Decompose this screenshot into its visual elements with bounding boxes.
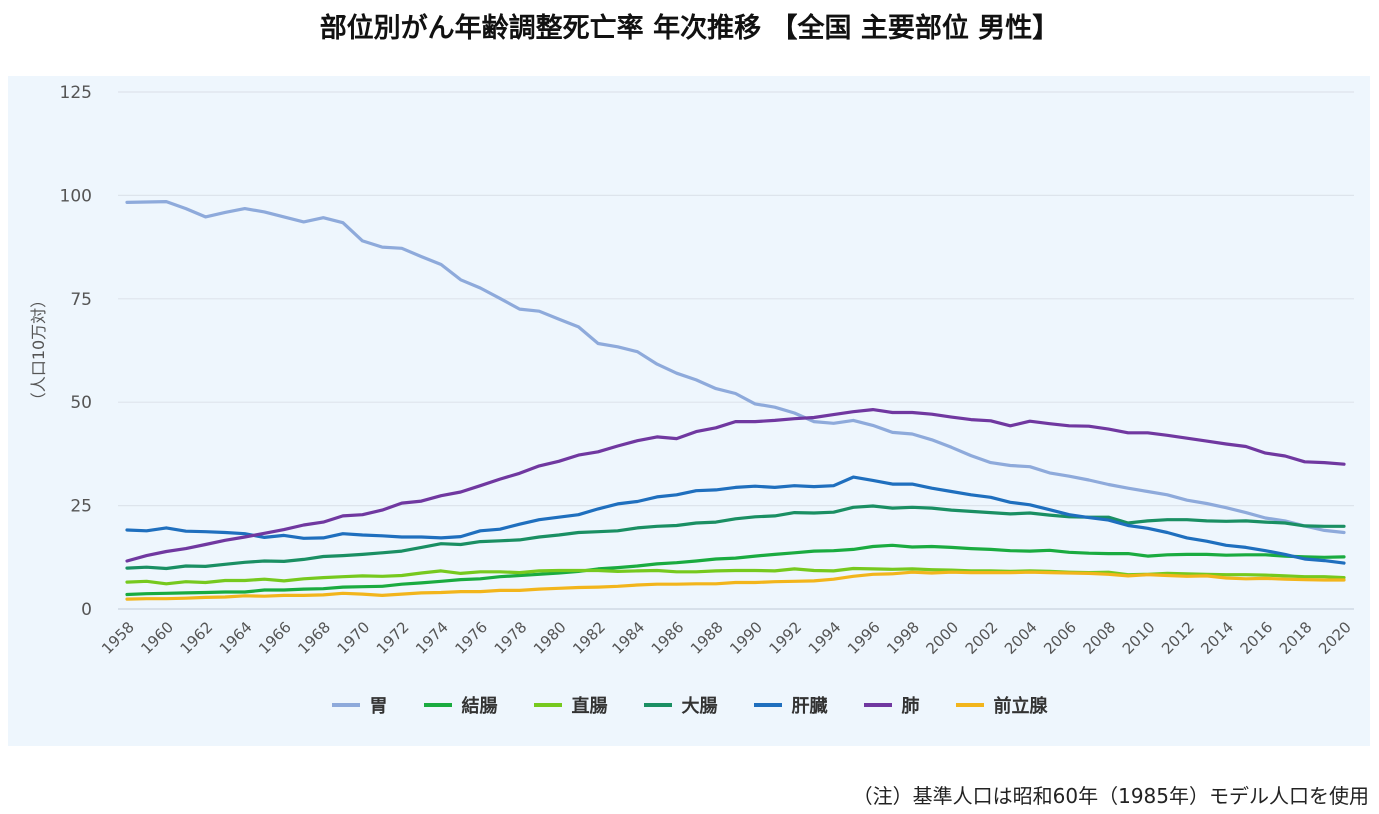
legend-item: 肝臓 <box>753 692 828 718</box>
y-axis-label: （人口10万対） <box>29 291 48 409</box>
x-tick-label: 2002 <box>962 618 1002 658</box>
x-tick-label: 1994 <box>805 618 845 658</box>
legend-swatch <box>955 703 984 707</box>
x-tick-label: 1980 <box>530 618 570 658</box>
x-tick-label: 2014 <box>1197 618 1237 658</box>
legend-item: 前立腺 <box>955 692 1048 718</box>
legend-label: 結腸 <box>461 696 498 717</box>
legend-item: 結腸 <box>423 692 498 718</box>
legend-item: 大腸 <box>643 692 718 718</box>
x-tick-label: 1970 <box>334 618 374 658</box>
legend-item: 胃 <box>331 692 388 718</box>
legend-swatch <box>753 703 782 707</box>
legend: 胃 結腸 直腸 大腸 肝臓 肺 前立腺 <box>0 692 1379 718</box>
x-tick-label: 1990 <box>726 618 766 658</box>
legend-label: 直腸 <box>571 696 608 717</box>
x-tick-label: 1982 <box>569 618 609 658</box>
legend-item: 肺 <box>863 692 920 718</box>
legend-swatch <box>863 703 892 707</box>
gridlines <box>118 91 1354 610</box>
x-tick-label: 1962 <box>177 618 217 658</box>
x-tick-label: 1960 <box>137 618 177 658</box>
page-title: 部位別がん年齢調整死亡率 年次推移 【全国 主要部位 男性】 <box>319 13 1060 44</box>
series-line-肝臓 <box>125 475 1346 565</box>
legend-label: 肝臓 <box>791 696 828 717</box>
x-tick-label: 1966 <box>255 618 295 658</box>
y-tick-labels: 0 25 50 75 100 125 <box>60 83 92 620</box>
x-tick-label: 2000 <box>923 618 963 658</box>
x-tick-label: 1988 <box>687 618 727 658</box>
legend-label: 肺 <box>901 696 920 717</box>
y-tick-label: 125 <box>60 83 92 103</box>
x-tick-label: 1958 <box>98 618 138 658</box>
x-tick-label: 1978 <box>491 618 531 658</box>
legend-label: 大腸 <box>681 696 718 717</box>
series-line-肺 <box>125 408 1346 563</box>
x-tick-label: 1986 <box>648 618 688 658</box>
y-tick-label: 50 <box>70 393 92 413</box>
x-tick-label: 2016 <box>1237 618 1277 658</box>
x-tick-label: 2006 <box>1040 618 1080 658</box>
legend-label: 前立腺 <box>993 696 1048 717</box>
x-tick-label: 1984 <box>608 618 648 658</box>
y-tick-label: 25 <box>70 497 92 517</box>
footnote: （注）基準人口は昭和60年（1985年）モデル人口を使用 <box>852 784 1369 808</box>
series-line-胃 <box>125 200 1346 535</box>
x-tick-label: 1972 <box>373 618 413 658</box>
x-tick-label: 1996 <box>844 618 884 658</box>
x-tick-label: 2010 <box>1119 618 1159 658</box>
series-line-大腸 <box>125 504 1346 571</box>
x-tick-label: 2020 <box>1315 618 1355 658</box>
legend-item: 直腸 <box>533 692 608 718</box>
x-tick-label: 2008 <box>1080 618 1120 658</box>
x-tick-label: 1974 <box>412 618 452 658</box>
x-tick-label: 1964 <box>216 618 256 658</box>
y-tick-label: 0 <box>81 600 92 620</box>
x-tick-label: 2012 <box>1158 618 1198 658</box>
x-tick-label: 1976 <box>451 618 491 658</box>
x-tick-labels: 1958 1960 1962 1964 1966 1968 1970 1972 1974 1976… <box>98 618 1355 658</box>
y-tick-label: 100 <box>60 186 92 206</box>
x-tick-label: 1968 <box>294 618 334 658</box>
chart-panel <box>8 76 1370 746</box>
series-line-前立腺 <box>125 570 1346 601</box>
series-lines <box>125 200 1346 601</box>
legend-swatch <box>643 703 672 707</box>
x-tick-label: 1998 <box>883 618 923 658</box>
series-line-結腸 <box>125 543 1346 597</box>
y-tick-label: 75 <box>70 290 92 310</box>
x-tick-label: 1992 <box>765 618 805 658</box>
x-tick-label: 2018 <box>1276 618 1316 658</box>
x-tick-label: 2004 <box>1001 618 1041 658</box>
legend-label: 胃 <box>369 696 388 717</box>
legend-swatch <box>533 703 562 707</box>
legend-swatch <box>423 703 452 707</box>
legend-swatch <box>331 703 360 707</box>
